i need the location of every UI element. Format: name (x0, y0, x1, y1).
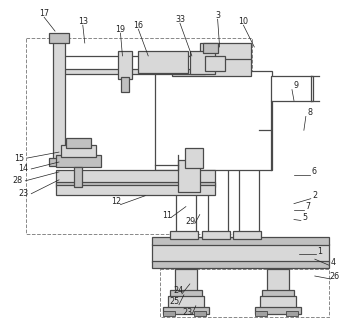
Text: 25: 25 (170, 297, 180, 306)
Text: 4: 4 (330, 258, 335, 266)
Bar (170, 150, 198, 158)
Bar (74, 167, 82, 187)
Bar (49, 158, 69, 166)
Text: 1: 1 (317, 247, 322, 256)
Bar (119, 51, 132, 79)
Bar (267, 269, 289, 291)
Bar (152, 261, 329, 268)
Bar (56, 185, 215, 195)
Bar (56, 56, 205, 71)
Text: 19: 19 (116, 25, 126, 34)
Bar (172, 56, 251, 76)
Bar (121, 77, 130, 92)
Bar (233, 150, 261, 158)
Bar (178, 160, 200, 192)
Bar (286, 311, 298, 316)
Text: 24: 24 (173, 287, 183, 295)
Bar (200, 43, 251, 59)
Text: 23: 23 (183, 308, 193, 317)
Bar (155, 71, 272, 170)
Text: 9: 9 (293, 81, 299, 90)
Text: 5: 5 (302, 213, 307, 222)
Bar (170, 231, 198, 239)
Text: 33: 33 (175, 15, 185, 24)
Text: 12: 12 (111, 197, 121, 206)
Bar (202, 231, 230, 239)
Text: 13: 13 (78, 17, 88, 26)
Bar (271, 76, 313, 100)
Bar (233, 231, 261, 239)
Text: 11: 11 (162, 211, 172, 220)
Text: 7: 7 (305, 202, 310, 211)
Bar (262, 290, 294, 297)
Bar (175, 269, 197, 291)
Bar (255, 307, 301, 314)
Bar (56, 155, 101, 167)
Text: 10: 10 (238, 17, 248, 26)
Bar (61, 145, 96, 157)
Bar (190, 51, 215, 74)
Text: 2: 2 (312, 191, 317, 200)
Bar (168, 296, 204, 308)
Bar (56, 182, 215, 187)
Text: 6: 6 (311, 167, 316, 176)
Bar (152, 237, 329, 245)
Bar (163, 311, 175, 316)
Bar (208, 155, 228, 236)
Bar (26, 38, 252, 234)
Bar (160, 269, 329, 317)
Bar (53, 41, 65, 160)
Bar (170, 290, 202, 297)
Text: 28: 28 (12, 176, 22, 185)
Text: 23: 23 (18, 189, 28, 198)
Bar (49, 33, 69, 43)
Text: 3: 3 (215, 11, 220, 20)
Bar (56, 170, 215, 185)
Bar (202, 150, 230, 158)
Bar (205, 56, 225, 71)
Text: 8: 8 (307, 108, 312, 117)
Bar (138, 51, 188, 73)
Bar (176, 155, 196, 236)
Bar (203, 43, 218, 53)
Bar (194, 311, 206, 316)
Bar (239, 155, 259, 236)
Text: 15: 15 (14, 153, 25, 162)
Bar (152, 244, 329, 262)
Text: 16: 16 (133, 21, 143, 30)
Bar (66, 138, 91, 148)
Bar (255, 311, 267, 316)
Bar (185, 148, 203, 168)
Text: 26: 26 (330, 272, 340, 280)
Bar (56, 69, 205, 74)
Text: 17: 17 (39, 9, 49, 18)
Text: 29: 29 (186, 217, 196, 226)
Bar (260, 296, 296, 308)
Text: 14: 14 (18, 164, 28, 173)
Bar (163, 307, 209, 314)
